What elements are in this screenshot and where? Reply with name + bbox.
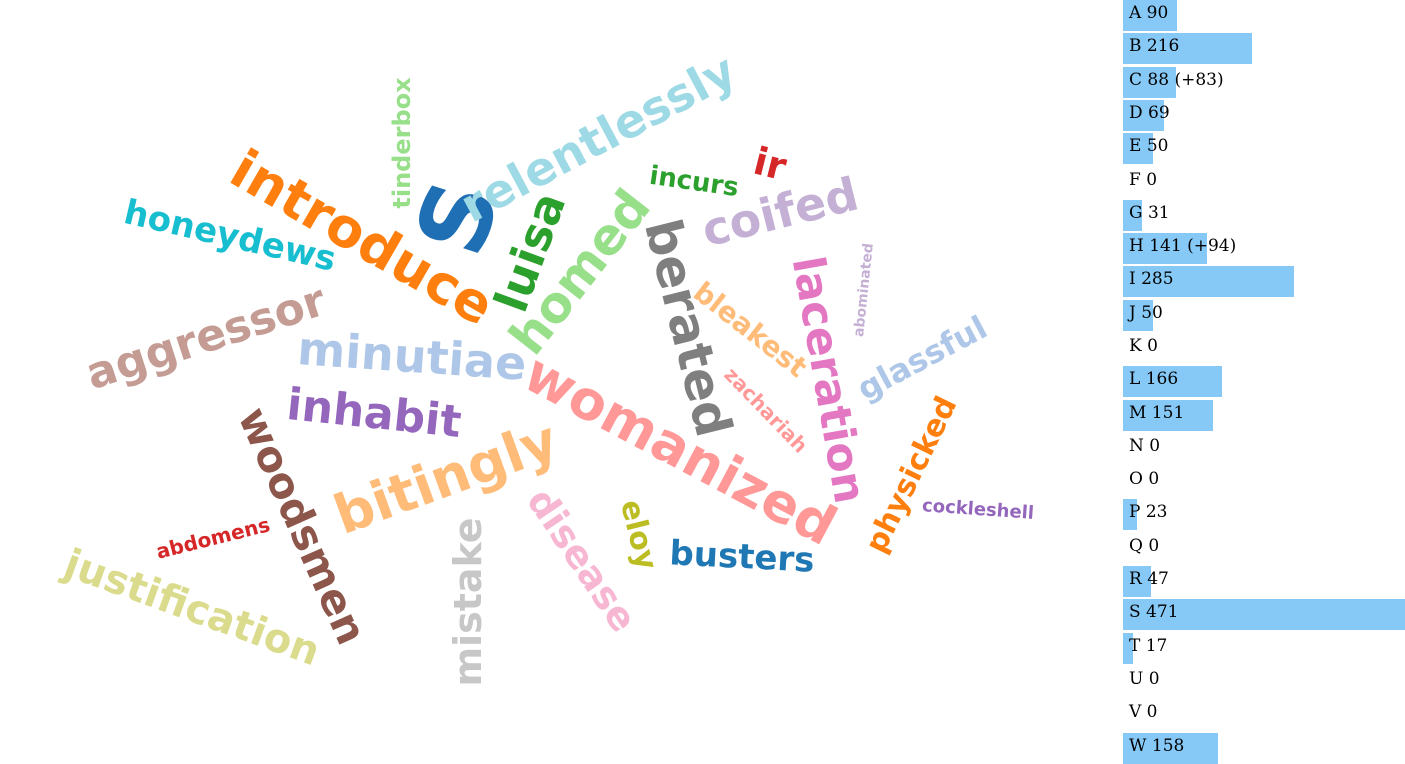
bar-row-e: E 50 — [1123, 133, 1405, 164]
bar-row-a: A 90 — [1123, 0, 1405, 31]
bar-m — [1123, 400, 1213, 431]
word-physicked: physicked — [858, 391, 965, 559]
bar-g — [1123, 200, 1142, 231]
word-glassful: glassful — [850, 308, 994, 408]
word-busters: busters — [668, 533, 816, 581]
word-abominated: abominated — [851, 242, 877, 338]
bar-row-g: G 31 — [1123, 200, 1405, 231]
bar-label-f: F 0 — [1129, 170, 1158, 190]
bar-row-w: W 158 — [1123, 733, 1405, 764]
word-abdomens: abdomens — [153, 512, 273, 564]
bar-label-k: K 0 — [1129, 336, 1158, 356]
bar-row-s: S 471 — [1123, 599, 1405, 630]
word-inhabit: inhabit — [284, 378, 464, 449]
word-ir: ir — [749, 138, 791, 190]
bar-i — [1123, 266, 1294, 297]
bar-label-o: O 0 — [1129, 469, 1160, 489]
bar-row-c: C 88 (+83) — [1123, 67, 1405, 98]
bar-label-b: B 216 — [1129, 36, 1180, 56]
bar-p — [1123, 499, 1137, 530]
bar-label-r: R 47 — [1129, 569, 1169, 589]
bar-label-d: D 69 — [1129, 103, 1170, 123]
bar-row-q: Q 0 — [1123, 533, 1405, 564]
bar-label-l: L 166 — [1129, 369, 1179, 389]
bar-row-l: L 166 — [1123, 366, 1405, 397]
bar-row-v: V 0 — [1123, 699, 1405, 730]
bar-row-t: T 17 — [1123, 633, 1405, 664]
bar-label-c: C 88 (+83) — [1129, 70, 1224, 90]
bar-j — [1123, 300, 1153, 331]
bar-label-p: P 23 — [1129, 502, 1168, 522]
bar-label-t: T 17 — [1129, 636, 1168, 656]
word-eloy: eloy — [612, 496, 665, 574]
bar-label-u: U 0 — [1129, 669, 1160, 689]
bar-row-n: N 0 — [1123, 433, 1405, 464]
bar-label-g: G 31 — [1129, 203, 1170, 223]
bar-row-f: F 0 — [1123, 167, 1405, 198]
word-mistake: mistake — [446, 517, 490, 687]
letter-frequency-bar-chart: A 90 B 216 C 88 (+83) D 69 E 50 F 0 G 31 H 141 … — [1123, 0, 1405, 764]
word-minutiae: minutiae — [295, 321, 529, 391]
bar-c — [1123, 67, 1176, 98]
bar-row-k: K 0 — [1123, 333, 1405, 364]
word-justification: justification — [58, 540, 326, 676]
word-cockleshell: cockleshell — [921, 495, 1035, 524]
bar-row-d: D 69 — [1123, 100, 1405, 131]
bar-label-q: Q 0 — [1129, 536, 1160, 556]
bar-d — [1123, 100, 1164, 131]
bar-label-j: J 50 — [1129, 303, 1163, 323]
bar-a — [1123, 0, 1177, 31]
bar-label-v: V 0 — [1129, 702, 1158, 722]
bar-e — [1123, 133, 1153, 164]
bar-label-n: N 0 — [1129, 436, 1161, 456]
bar-row-j: J 50 — [1123, 300, 1405, 331]
bar-row-u: U 0 — [1123, 666, 1405, 697]
bar-row-b: B 216 — [1123, 33, 1405, 64]
bar-label-w: W 158 — [1129, 736, 1185, 756]
bar-row-m: M 151 — [1123, 400, 1405, 431]
bar-l — [1123, 366, 1222, 397]
word-tinderbox: tinderbox — [388, 77, 416, 209]
bar-row-p: P 23 — [1123, 499, 1405, 530]
bar-r — [1123, 566, 1151, 597]
bar-row-i: I 285 — [1123, 266, 1405, 297]
bar-row-h: H 141 (+94) — [1123, 233, 1405, 264]
bar-label-h: H 141 (+94) — [1129, 236, 1237, 256]
bar-label-m: M 151 — [1129, 403, 1185, 423]
bar-label-e: E 50 — [1129, 136, 1169, 156]
bar-row-o: O 0 — [1123, 466, 1405, 497]
bar-s — [1123, 599, 1405, 630]
bar-b — [1123, 33, 1252, 64]
bar-label-i: I 285 — [1129, 269, 1174, 289]
bar-label-a: A 90 — [1129, 3, 1169, 23]
bar-h — [1123, 233, 1207, 264]
word-incurs: incurs — [647, 160, 741, 204]
bar-w — [1123, 733, 1218, 764]
bar-t — [1123, 633, 1133, 664]
bar-label-s: S 471 — [1129, 602, 1179, 622]
bar-row-r: R 47 — [1123, 566, 1405, 597]
